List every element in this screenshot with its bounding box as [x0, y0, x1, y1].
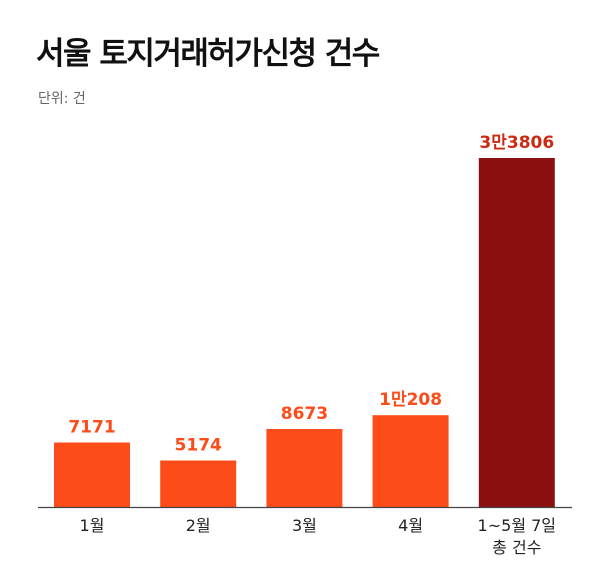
category-label-2: 2월 — [186, 516, 211, 535]
category-label-5: 1~5월 7일 총 건수 — [478, 516, 556, 557]
chart-title: 서울 토지거래허가신청 건수 — [36, 36, 380, 72]
category-label-4: 4월 — [398, 516, 423, 535]
unit-note: 단위: 건 — [38, 91, 86, 107]
value-label-1: 7171 — [68, 418, 115, 438]
value-label-4: 1만208 — [379, 390, 442, 410]
category-label-1: 1월 — [80, 516, 105, 535]
value-label-2: 5174 — [175, 436, 222, 456]
value-label-3: 8673 — [281, 404, 328, 424]
bar-5 — [478, 158, 555, 507]
category-label-3: 3월 — [292, 516, 317, 535]
bar-3 — [266, 429, 343, 507]
bar-1 — [54, 442, 130, 507]
bar-2 — [160, 460, 237, 507]
bar-4 — [372, 415, 449, 507]
value-label-5: 3만3806 — [479, 133, 554, 153]
